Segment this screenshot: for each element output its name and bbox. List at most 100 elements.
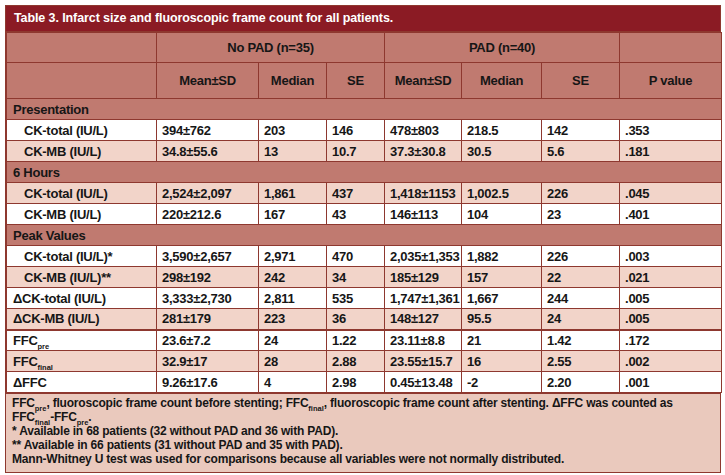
table-row: ΔCK-MB (IU/L)281±17922336148±12795.524.0… [7, 309, 722, 330]
row-label: CK-MB (IU/L) [7, 204, 157, 225]
section-header-row: Peak Values [7, 225, 722, 246]
cell-value: 535 [327, 288, 385, 309]
cell-value: 2,811 [259, 288, 327, 309]
cell-value: 167 [259, 204, 327, 225]
cell-value: 1.42 [542, 330, 620, 351]
cell-value: 23.11±8.8 [385, 330, 462, 351]
cell-value: .181 [620, 141, 722, 162]
cell-value: 223 [259, 309, 327, 330]
cell-value: 24 [542, 309, 620, 330]
table-row: CK-MB (IU/L)34.8±55.61310.737.3±30.830.5… [7, 141, 722, 162]
header-median: Median [259, 63, 327, 99]
cell-value: .401 [620, 204, 722, 225]
cell-value: .001 [620, 372, 722, 393]
footnote-subscript: pre [35, 404, 47, 413]
cell-value: 1,418±1153 [385, 183, 462, 204]
cell-value: .353 [620, 120, 722, 141]
row-label: FFCpre [7, 330, 157, 351]
cell-value: 5.6 [542, 141, 620, 162]
table3-container: Table 3. Infarct size and fluoroscopic f… [5, 5, 721, 473]
row-label: CK-total (IU/L) [7, 120, 157, 141]
footnote-line: ** Available in 66 patients (31 without … [12, 439, 714, 453]
cell-value: 37.3±30.8 [385, 141, 462, 162]
section-label: Peak Values [7, 225, 722, 246]
cell-value: .003 [620, 246, 722, 267]
cell-value: 437 [327, 183, 385, 204]
cell-value: 4 [259, 372, 327, 393]
cell-value: 1,882 [462, 246, 542, 267]
cell-value: 28 [259, 351, 327, 372]
cell-value: 3,590±2,657 [157, 246, 259, 267]
row-label: CK-total (IU/L) [7, 183, 157, 204]
cell-value: 2,524±2,097 [157, 183, 259, 204]
cell-value: -2 [462, 372, 542, 393]
cell-value: 470 [327, 246, 385, 267]
cell-value: 220±212.6 [157, 204, 259, 225]
header-empty-cell [7, 63, 157, 99]
cell-value: 1,861 [259, 183, 327, 204]
cell-value: 9.26±17.6 [157, 372, 259, 393]
header-se: SE [327, 63, 385, 99]
row-label-subscript: pre [38, 342, 50, 351]
header-empty-cell [620, 33, 722, 63]
row-label: CK-MB (IU/L)** [7, 267, 157, 288]
cell-value: 146 [327, 120, 385, 141]
footnotes: FFCpre, fluoroscopic frame count before … [6, 393, 720, 472]
table-row: CK-MB (IU/L)220±212.616743146±11310423.4… [7, 204, 722, 225]
cell-value: 148±127 [385, 309, 462, 330]
table-title: Table 3. Infarct size and fluoroscopic f… [6, 6, 720, 32]
cell-value: 23 [542, 204, 620, 225]
cell-value: 2.88 [327, 351, 385, 372]
table-row: CK-total (IU/L)2,524±2,0971,8614371,418±… [7, 183, 722, 204]
footnote-subscript: final [35, 418, 50, 427]
header-p-value: P value [620, 63, 722, 99]
cell-value: 2,971 [259, 246, 327, 267]
cell-value: 43 [327, 204, 385, 225]
cell-value: 142 [542, 120, 620, 141]
cell-value: 157 [462, 267, 542, 288]
section-label: Presentation [7, 99, 722, 120]
table-row: FFCfinal32.9±17282.8823.55±15.7162.55.00… [7, 351, 722, 372]
cell-value: 21 [462, 330, 542, 351]
header-mean-sd: Mean±SD [385, 63, 462, 99]
footnote-subscript: pre [77, 418, 89, 427]
cell-value: 226 [542, 246, 620, 267]
row-label: ΔCK-total (IU/L) [7, 288, 157, 309]
row-label: FFCfinal [7, 351, 157, 372]
section-header-row: Presentation [7, 99, 722, 120]
data-table: No PAD (n=35) PAD (n=40) Mean±SD Median … [6, 32, 722, 393]
cell-value: 36 [327, 309, 385, 330]
cell-value: 2.20 [542, 372, 620, 393]
header-se: SE [542, 63, 620, 99]
row-label: CK-MB (IU/L) [7, 141, 157, 162]
header-median: Median [462, 63, 542, 99]
footnote-line: FFCpre, fluoroscopic frame count before … [12, 397, 714, 425]
header-group-pad: PAD (n=40) [385, 33, 620, 63]
cell-value: 34 [327, 267, 385, 288]
row-label: ΔCK-MB (IU/L) [7, 309, 157, 330]
table-row: FFCpre23.6±7.2241.2223.11±8.8211.42.172 [7, 330, 722, 351]
header-empty-cell [7, 33, 157, 63]
footnote-line: Mann-Whitney U test was used for compari… [12, 453, 714, 467]
cell-value: .002 [620, 351, 722, 372]
cell-value: 1.22 [327, 330, 385, 351]
row-label: CK-total (IU/L)* [7, 246, 157, 267]
table-row: CK-total (IU/L)394±762203146478±803218.5… [7, 120, 722, 141]
header-columns-row: Mean±SD Median SE Mean±SD Median SE P va… [7, 63, 722, 99]
cell-value: 23.55±15.7 [385, 351, 462, 372]
cell-value: 16 [462, 351, 542, 372]
cell-value: 2.98 [327, 372, 385, 393]
table-row: ΔFFC9.26±17.642.980.45±13.48-22.20.001 [7, 372, 722, 393]
cell-value: 3,333±2,730 [157, 288, 259, 309]
cell-value: 22 [542, 267, 620, 288]
cell-value: .045 [620, 183, 722, 204]
cell-value: 185±129 [385, 267, 462, 288]
cell-value: 24 [259, 330, 327, 351]
footnote-line: * Available in 68 patients (32 without P… [12, 425, 714, 439]
cell-value: 1,002.5 [462, 183, 542, 204]
cell-value: 281±179 [157, 309, 259, 330]
row-label-subscript: final [38, 363, 53, 372]
cell-value: 1,747±1,361 [385, 288, 462, 309]
header-group-no-pad: No PAD (n=35) [157, 33, 385, 63]
cell-value: 478±803 [385, 120, 462, 141]
